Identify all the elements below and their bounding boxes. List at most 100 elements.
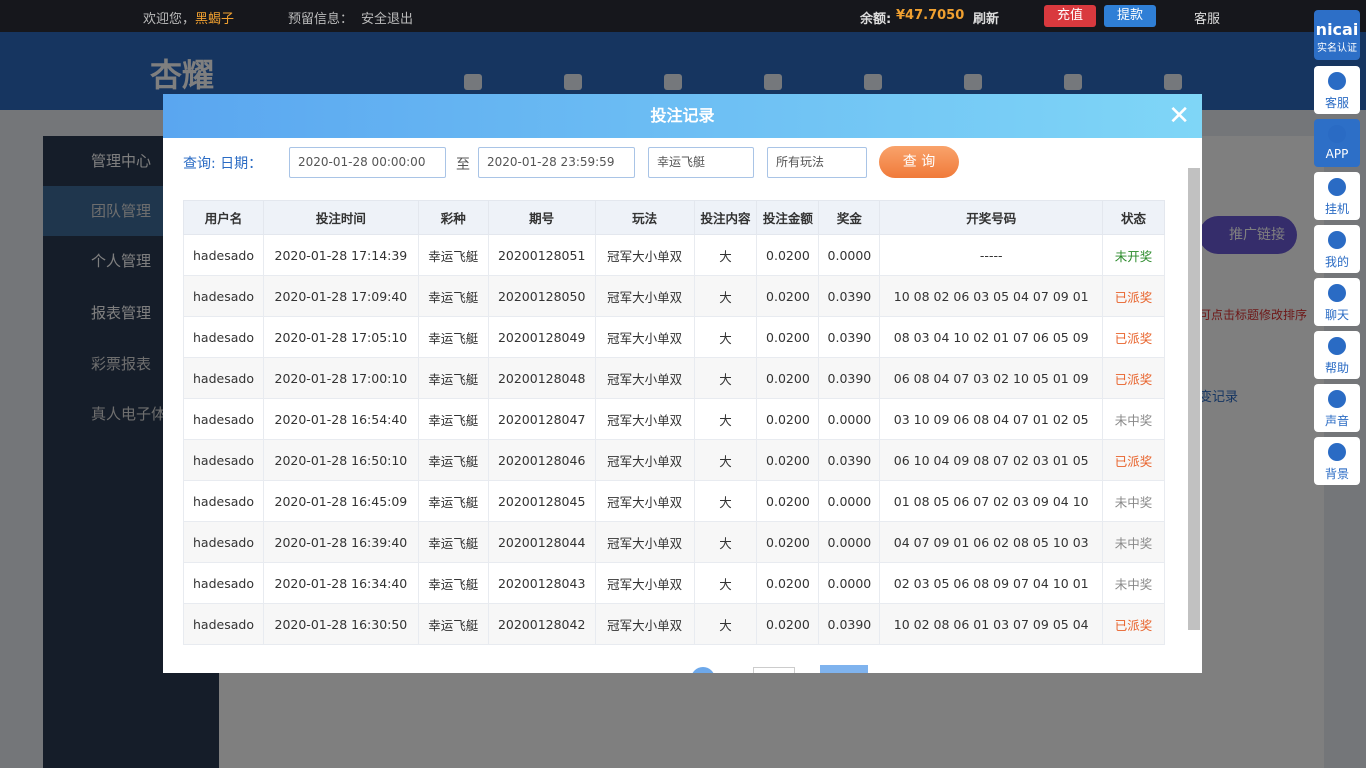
table-cell: hadesado [183, 398, 264, 440]
right-dock: nicai 实名认证 客服 APP 挂机我的聊天帮助声音背景 [1314, 10, 1366, 490]
table-cell: 01 08 05 06 07 02 03 09 04 10 [879, 480, 1104, 522]
table-cell: hadesado [183, 439, 264, 481]
table-cell: 0.0000 [818, 234, 881, 276]
table-cell: 20200128043 [487, 562, 596, 604]
dock-item[interactable]: 声音 [1314, 384, 1360, 432]
balance-label: 余额: [860, 12, 892, 27]
table-cell: 2020-01-28 16:30:50 [262, 603, 419, 645]
to-label: 至 [456, 157, 470, 173]
status-cell: 已派奖 [1102, 357, 1165, 399]
table-cell: 幸运飞艇 [417, 480, 489, 522]
table-cell: 0.0390 [818, 357, 881, 399]
status-cell: 未中奖 [1102, 521, 1165, 563]
dock-item[interactable]: APP [1314, 119, 1360, 167]
scrollbar[interactable] [1188, 168, 1200, 630]
table-cell: hadesado [183, 562, 264, 604]
table-cell: 大 [693, 439, 758, 481]
column-header: 状态 [1102, 200, 1165, 235]
table-cell: 冠军大小单双 [594, 562, 695, 604]
table-cell: 大 [693, 603, 758, 645]
table-cell: 幸运飞艇 [417, 603, 489, 645]
table-cell: 冠军大小单双 [594, 398, 695, 440]
table-cell: 冠军大小单双 [594, 234, 695, 276]
table-cell: 0.0200 [756, 562, 820, 604]
search-button[interactable]: 查 询 [879, 146, 959, 178]
table-cell: 20200128049 [487, 316, 596, 358]
dock-item[interactable]: 帮助 [1314, 331, 1360, 379]
verify[interactable]: 实名认证 [1317, 43, 1357, 54]
dock-item[interactable]: 聊天 [1314, 278, 1360, 326]
table-cell: 冠军大小单双 [594, 357, 695, 399]
date-from[interactable]: 2020-01-28 00:00:00 [289, 147, 446, 178]
table-cell: 大 [693, 316, 758, 358]
table-cell: 0.0200 [756, 521, 820, 563]
column-header: 投注时间 [262, 200, 419, 235]
table-cell: 2020-01-28 16:54:40 [262, 398, 419, 440]
brand: nicai [1315, 20, 1359, 39]
table-cell: 2020-01-28 17:05:10 [262, 316, 419, 358]
table-cell: 0.0390 [818, 275, 881, 317]
table-cell: 20200128051 [487, 234, 596, 276]
table-cell: 大 [693, 357, 758, 399]
table-cell: 大 [693, 234, 758, 276]
table-cell: 0.0390 [818, 439, 881, 481]
table-cell: 幸运飞艇 [417, 357, 489, 399]
table-cell: 04 07 09 01 06 02 08 05 10 03 [879, 521, 1104, 563]
table-cell: 02 03 05 06 08 09 07 04 10 01 [879, 562, 1104, 604]
lottery-select[interactable]: 幸运飞艇 [648, 147, 754, 178]
dock-item[interactable]: 背景 [1314, 437, 1360, 485]
close-button[interactable]: ✕ [1168, 101, 1190, 131]
table-cell: 0.0200 [756, 357, 820, 399]
table-cell: 幸运飞艇 [417, 562, 489, 604]
deposit-button[interactable]: 充值 [1044, 5, 1096, 27]
table-cell: hadesado [183, 357, 264, 399]
pager-go[interactable] [820, 665, 868, 673]
dock-item[interactable]: 我的 [1314, 225, 1360, 273]
service[interactable]: 客服 [1194, 12, 1221, 27]
table-cell: hadesado [183, 521, 264, 563]
refresh[interactable]: 刷新 [973, 12, 1000, 27]
table-cell: ----- [879, 234, 1104, 276]
modal-title: 投注记录 [650, 106, 715, 125]
table-cell: 20200128045 [487, 480, 596, 522]
table-cell: 冠军大小单双 [594, 439, 695, 481]
table-cell: 冠军大小单双 [594, 316, 695, 358]
table-cell: 2020-01-28 16:39:40 [262, 521, 419, 563]
table-cell: 03 10 09 06 08 04 07 01 02 05 [879, 398, 1104, 440]
pager[interactable] [691, 667, 715, 673]
column-header: 用户名 [183, 200, 264, 235]
table-row: hadesado 2020-01-28 17:09:40 幸运飞艇 202001280… [183, 275, 1165, 317]
table-cell: 2020-01-28 17:09:40 [262, 275, 419, 317]
column-header: 期号 [487, 200, 596, 235]
pager-input[interactable] [753, 667, 795, 673]
table-cell: 冠军大小单双 [594, 275, 695, 317]
table-cell: 2020-01-28 16:45:09 [262, 480, 419, 522]
bet-record-modal: 投注记录 ✕ 查询: 日期： 2020-01-28 00:00:00 至 202… [163, 94, 1202, 673]
dock-item[interactable]: 客服 [1314, 66, 1360, 114]
table-cell: 2020-01-28 16:34:40 [262, 562, 419, 604]
table-cell: 10 08 02 06 03 05 04 07 09 01 [879, 275, 1104, 317]
dock-item[interactable]: 挂机 [1314, 172, 1360, 220]
table-cell: 20200128048 [487, 357, 596, 399]
date-to[interactable]: 2020-01-28 23:59:59 [478, 147, 635, 178]
table-cell: 幸运飞艇 [417, 439, 489, 481]
table-row: hadesado 2020-01-28 17:14:39 幸运飞艇 202001280… [183, 234, 1165, 276]
table-cell: 0.0390 [818, 316, 881, 358]
table-cell: 0.0200 [756, 316, 820, 358]
status-cell: 已派奖 [1102, 439, 1165, 481]
column-header: 彩种 [417, 200, 489, 235]
logout[interactable]: 安全退出 [361, 12, 414, 27]
table-cell: 幸运飞艇 [417, 398, 489, 440]
table-cell: 0.0000 [818, 521, 881, 563]
withdraw-button[interactable]: 提款 [1104, 5, 1156, 27]
username[interactable]: 黑蝎子 [195, 12, 235, 27]
column-header: 奖金 [818, 200, 881, 235]
table-cell: hadesado [183, 275, 264, 317]
table-cell: 20200128042 [487, 603, 596, 645]
play-select[interactable]: 所有玩法 [767, 147, 867, 178]
table-cell: 0.0390 [818, 603, 881, 645]
table-row: hadesado 2020-01-28 16:39:40 幸运飞艇 202001280… [183, 521, 1165, 563]
table-cell: 0.0000 [818, 562, 881, 604]
table-cell: 20200128047 [487, 398, 596, 440]
table-cell: 冠军大小单双 [594, 603, 695, 645]
